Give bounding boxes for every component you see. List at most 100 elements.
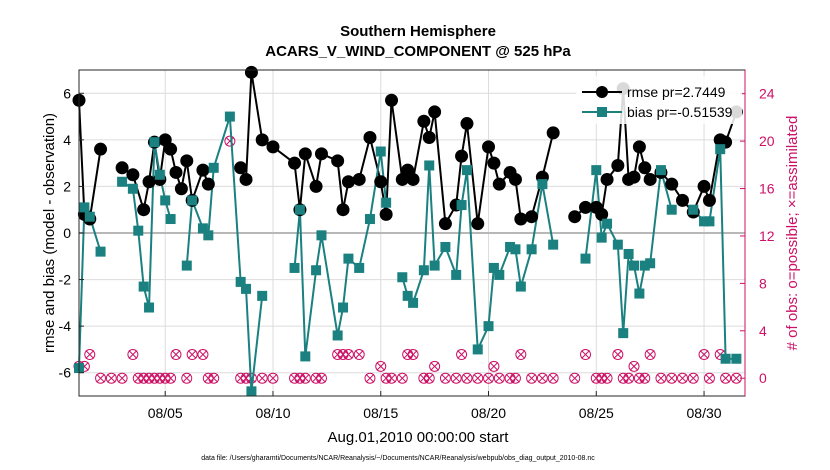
rmse-point bbox=[234, 161, 248, 175]
rmse-point bbox=[417, 114, 431, 128]
rmse-point bbox=[638, 161, 652, 175]
bias-point bbox=[461, 165, 472, 176]
bias-point bbox=[224, 111, 235, 122]
obs-assimilated-cross bbox=[629, 362, 639, 371]
obs-possible-circle bbox=[407, 349, 419, 361]
obs-possible-circle bbox=[439, 372, 451, 384]
bias-point bbox=[197, 223, 208, 234]
rmse-point bbox=[595, 207, 609, 221]
rmse-point bbox=[438, 217, 452, 231]
rmse-point bbox=[201, 177, 215, 191]
bias-point bbox=[505, 241, 516, 252]
bias-point bbox=[165, 214, 176, 225]
obs-possible-circle bbox=[515, 349, 527, 361]
y2-axis-ticks: 0 4 8 12 16 20 24 bbox=[740, 70, 775, 396]
rmse-point bbox=[455, 149, 469, 163]
obs-possible-circle bbox=[386, 372, 398, 384]
obs-count-marker bbox=[509, 372, 521, 384]
y2-tick-label: 12 bbox=[759, 228, 775, 244]
obs-assimilated-cross bbox=[424, 373, 434, 383]
x-tick-label: 08/30 bbox=[687, 405, 722, 421]
y-tick-label: -4 bbox=[59, 318, 72, 334]
rmse-point bbox=[244, 65, 258, 79]
legend: rmse pr=2.7449 bias pr=-0.51539 bbox=[576, 76, 742, 124]
rmse-point bbox=[164, 142, 178, 156]
obs-possible-circle bbox=[181, 372, 193, 384]
rmse-point bbox=[665, 177, 679, 191]
bias-point bbox=[526, 244, 537, 255]
bias-point bbox=[133, 225, 144, 236]
obs-assimilated-cross bbox=[128, 350, 138, 359]
obs-count-marker bbox=[623, 372, 635, 384]
obs-count-marker bbox=[197, 349, 209, 361]
obs-possible-circle bbox=[666, 372, 678, 384]
obs-assimilated-cross bbox=[494, 373, 504, 383]
obs-possible-circle bbox=[472, 372, 484, 384]
obs-count-marker bbox=[456, 349, 468, 361]
rmse-point bbox=[341, 175, 355, 189]
data-file-note: data file: /Users/gharamti/Documents/NCA… bbox=[201, 455, 595, 462]
obs-possible-circle bbox=[601, 372, 613, 384]
bias-point bbox=[257, 290, 268, 301]
obs-assimilated-cross bbox=[354, 350, 364, 359]
bias-point bbox=[704, 216, 715, 227]
bias-point bbox=[451, 269, 462, 280]
x-tick-label: 08/05 bbox=[148, 405, 183, 421]
rmse-point bbox=[137, 203, 151, 217]
obs-possible-circle bbox=[170, 349, 182, 361]
bias-point bbox=[187, 195, 198, 206]
obs-count-marker bbox=[676, 372, 688, 384]
obs-possible-circle bbox=[364, 372, 376, 384]
y-tick-label: 6 bbox=[63, 85, 71, 101]
bias-point bbox=[343, 253, 354, 264]
obs-count-marker bbox=[639, 372, 651, 384]
bias-point bbox=[612, 239, 623, 250]
obs-possible-circle bbox=[315, 372, 327, 384]
obs-assimilated-cross bbox=[538, 373, 547, 383]
obs-count-marker bbox=[601, 372, 613, 384]
rmse-point bbox=[94, 142, 108, 156]
obs-count-marker bbox=[429, 360, 441, 372]
y2-tick-label: 4 bbox=[759, 323, 767, 339]
obs-assimilated-cross bbox=[602, 373, 612, 383]
obs-possible-circle bbox=[493, 372, 505, 384]
obs-count-marker bbox=[95, 372, 107, 384]
bias-point bbox=[332, 330, 343, 341]
rmse-point bbox=[255, 133, 269, 147]
obs-count-marker bbox=[488, 360, 500, 372]
legend-bias-label: bias pr=-0.51539 bbox=[627, 104, 733, 120]
bias-point bbox=[515, 281, 526, 292]
obs-possible-circle bbox=[224, 135, 236, 147]
y-axis-ticks: -6 -4 -2 0 2 4 6 bbox=[59, 85, 84, 381]
rmse-point bbox=[675, 193, 689, 207]
obs-assimilated-cross bbox=[376, 362, 386, 371]
obs-assimilated-cross bbox=[96, 373, 105, 383]
rmse-point bbox=[697, 179, 711, 193]
x-axis-label: Aug.01,2010 00:00:00 start bbox=[328, 429, 510, 446]
obs-assimilated-cross bbox=[209, 373, 219, 383]
obs-count-marker bbox=[256, 372, 268, 384]
rmse-point bbox=[385, 93, 399, 107]
y-tick-label: -6 bbox=[59, 365, 72, 381]
bias-point bbox=[655, 165, 666, 176]
obs-count-marker bbox=[423, 372, 435, 384]
rmse-point bbox=[379, 207, 393, 221]
obs-assimilated-cross bbox=[257, 373, 267, 383]
obs-assimilated-cross bbox=[268, 373, 278, 383]
obs-possible-circle bbox=[165, 372, 177, 384]
obs-assimilated-cross bbox=[705, 373, 714, 383]
bias-point bbox=[84, 211, 95, 222]
obs-count-marker bbox=[655, 372, 667, 384]
rmse-point bbox=[546, 126, 560, 140]
bias-point bbox=[424, 160, 435, 171]
obs-possible-circle bbox=[569, 372, 581, 384]
obs-assimilated-cross bbox=[462, 373, 472, 383]
obs-count-marker bbox=[267, 372, 279, 384]
obs-possible-circle bbox=[429, 360, 441, 372]
obs-possible-circle bbox=[197, 349, 209, 361]
obs-possible-circle bbox=[547, 372, 559, 384]
rmse-point bbox=[142, 175, 156, 189]
obs-count-marker bbox=[703, 372, 715, 384]
bias-point bbox=[160, 195, 171, 206]
